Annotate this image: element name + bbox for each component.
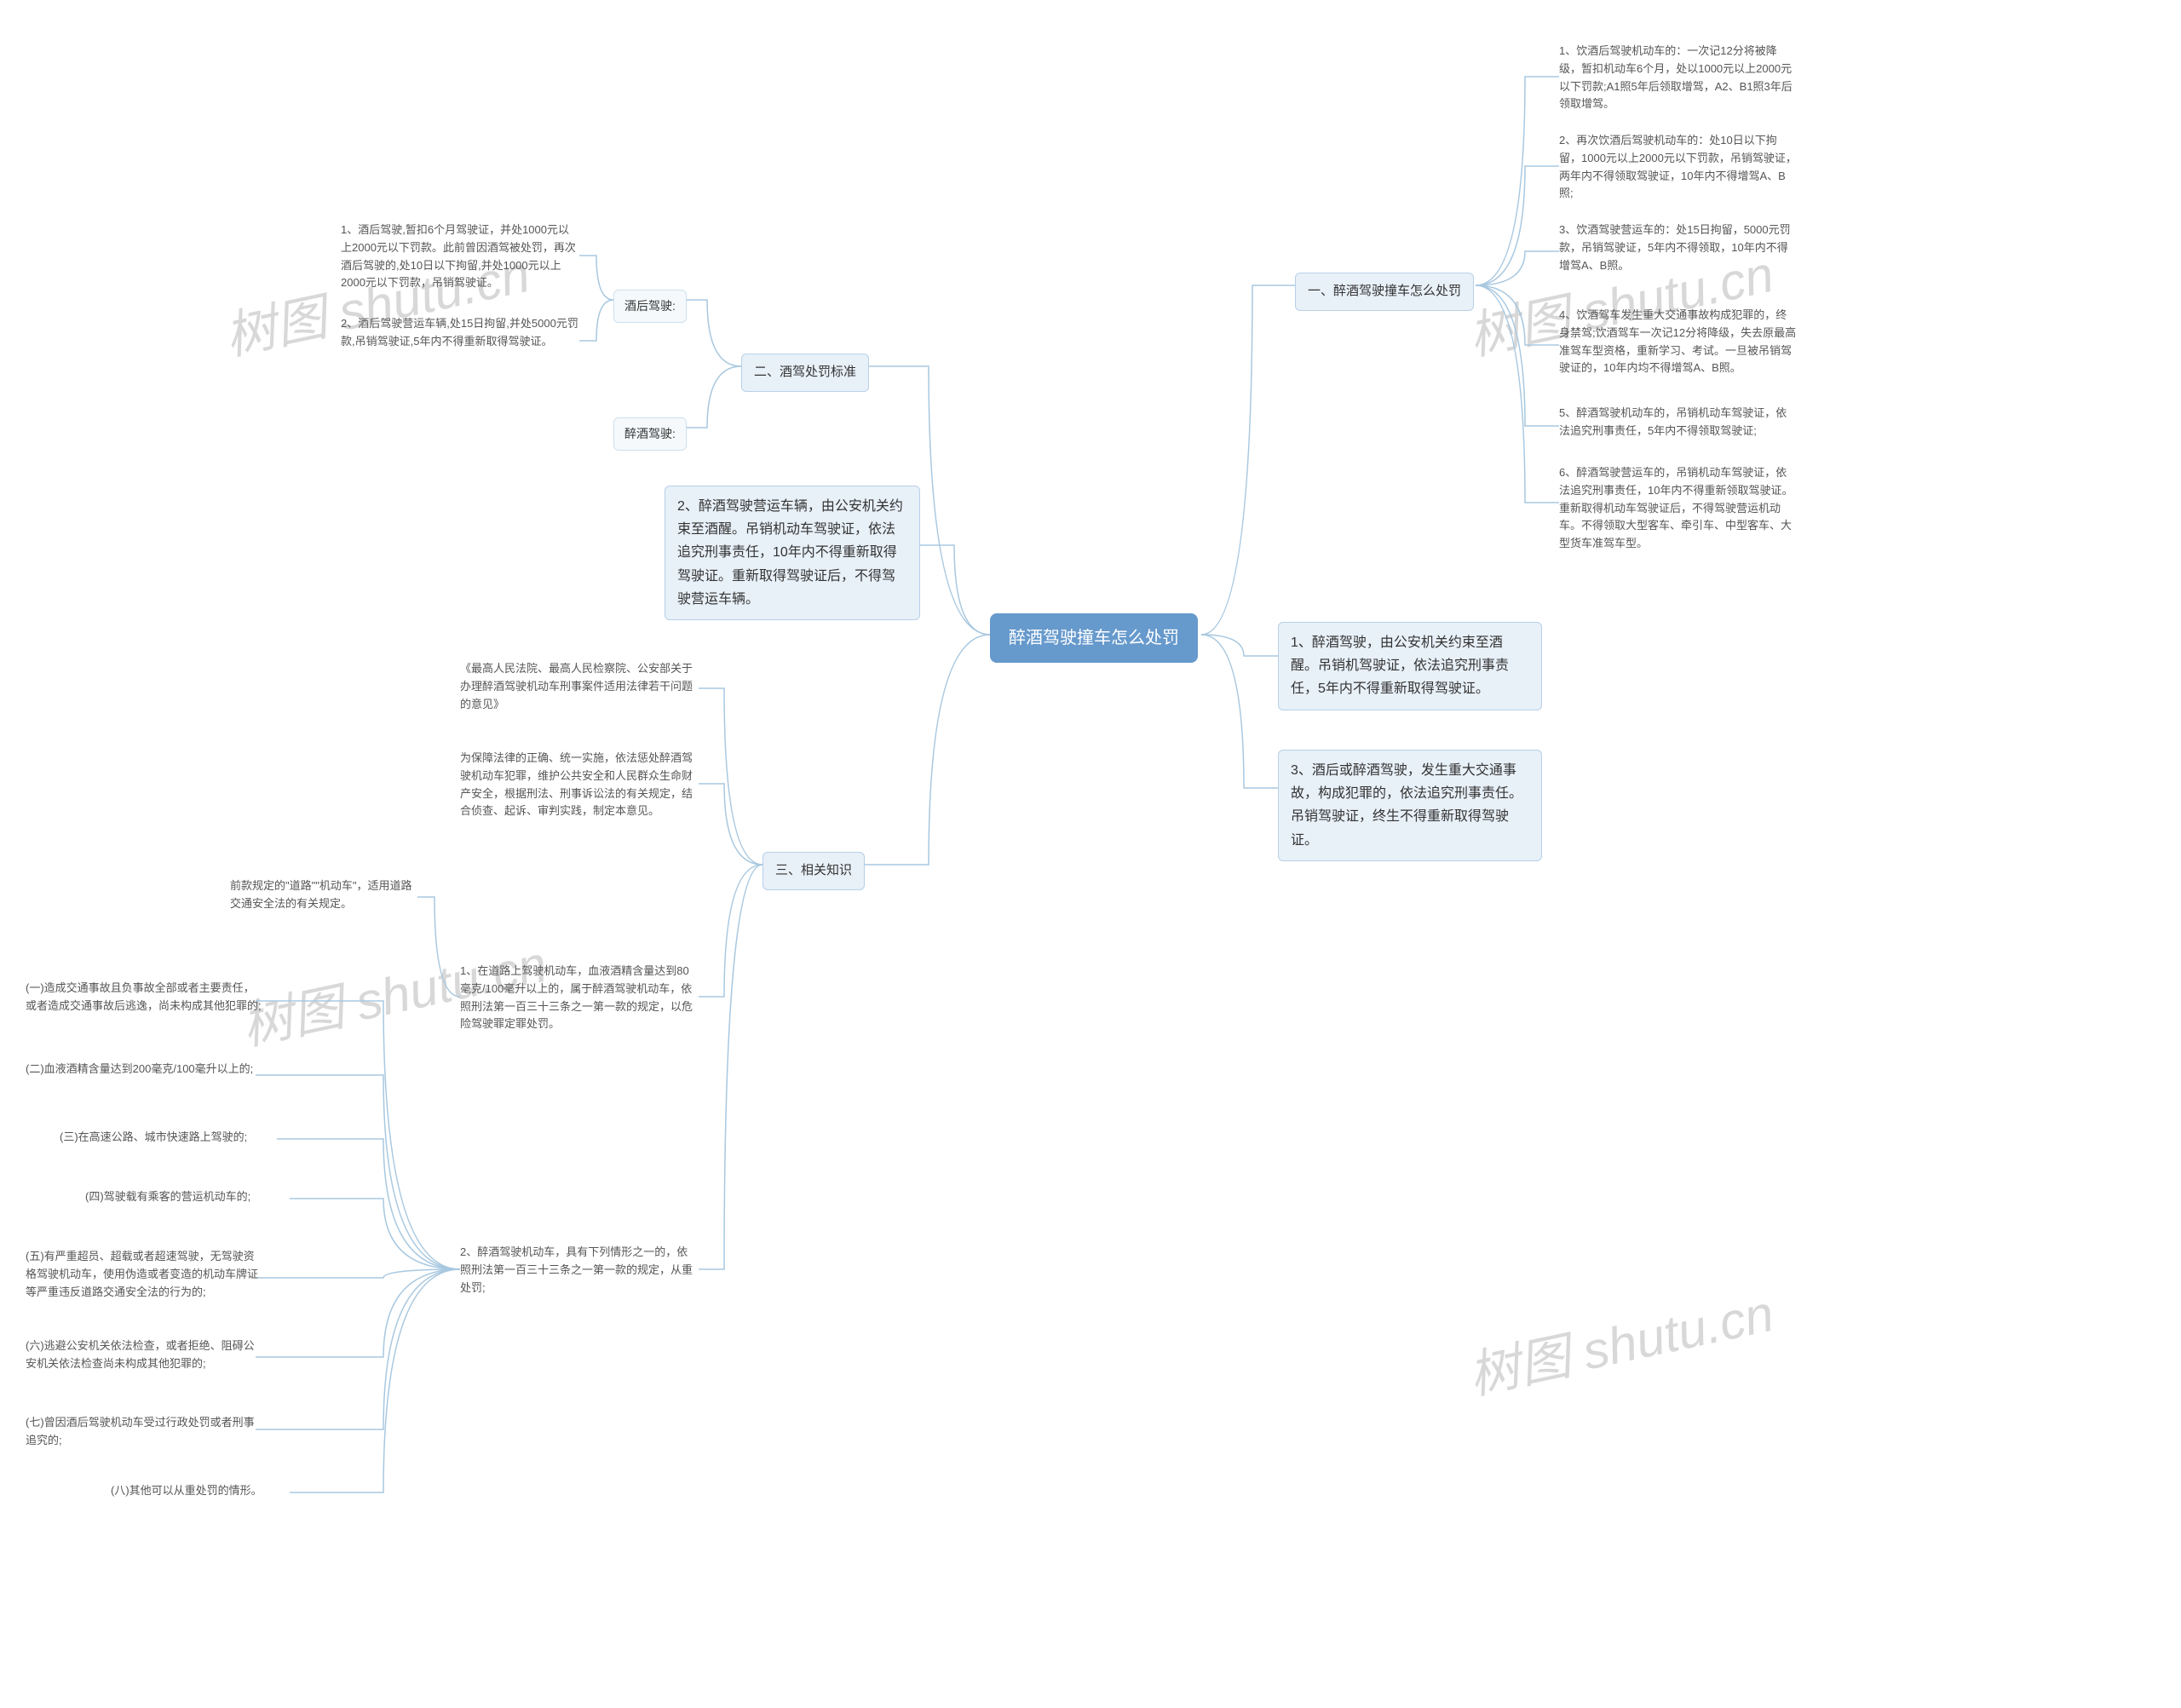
branch-3-text-4: 2、醉酒驾驶机动车，具有下列情形之一的，依照刑法第一百三十三条之一第一款的规定，… bbox=[460, 1244, 699, 1297]
branch-1-item-6: 6、醉酒驾驶营运车的，吊销机动车驾驶证，依法追究刑事责任，10年内不得重新领取驾… bbox=[1559, 464, 1798, 553]
severe-item-3: (三)在高速公路、城市快速路上驾驶的; bbox=[60, 1129, 247, 1147]
branch-3-knowledge[interactable]: 三、相关知识 bbox=[762, 852, 865, 890]
mindmap-center[interactable]: 醉酒驾驶撞车怎么处罚 bbox=[990, 613, 1198, 663]
left-box-transport[interactable]: 2、醉酒驾驶营运车辆，由公安机关约束至酒醒。吊销机动车驾驶证，依法追究刑事责任，… bbox=[665, 486, 920, 620]
branch-1-item-3: 3、饮酒驾驶营运车的：处15日拘留，5000元罚款，吊销驾驶证，5年内不得领取，… bbox=[1559, 221, 1798, 274]
branch-1-item-5: 5、醉酒驾驶机动车的，吊销机动车驾驶证，依法追究刑事责任，5年内不得领取驾驶证; bbox=[1559, 405, 1798, 440]
branch-3-text-3: 1、在道路上驾驶机动车，血液酒精含量达到80毫克/100毫升以上的，属于醉酒驾驶… bbox=[460, 963, 699, 1033]
branch-1-penalty[interactable]: 一、醉酒驾驶撞车怎么处罚 bbox=[1295, 273, 1474, 311]
branch-3-text-2: 为保障法律的正确、统一实施，依法惩处醉酒驾驶机动车犯罪，维护公共安全和人民群众生… bbox=[460, 750, 699, 820]
severe-item-4: (四)驾驶载有乘客的营运机动车的; bbox=[85, 1188, 250, 1206]
branch-1-item-4: 4、饮酒驾车发生重大交通事故构成犯罪的，终身禁驾;饮酒驾车一次记12分将降级，失… bbox=[1559, 307, 1798, 377]
right-box-1[interactable]: 1、醉酒驾驶，由公安机关约束至酒醒。吊销机驾驶证，依法追究刑事责任，5年内不得重… bbox=[1278, 622, 1542, 710]
branch-2-drinking-1: 1、酒后驾驶,暂扣6个月驾驶证，并处1000元以上2000元以下罚款。此前曾因酒… bbox=[341, 221, 579, 292]
branch-1-item-1: 1、饮酒后驾驶机动车的：一次记12分将被降级，暂扣机动车6个月，处以1000元以… bbox=[1559, 43, 1798, 113]
branch-2-drinking-2: 2、酒后驾驶营运车辆,处15日拘留,并处5000元罚款,吊销驾驶证,5年内不得重… bbox=[341, 315, 579, 351]
branch-2-sub-drunk[interactable]: 醉酒驾驶: bbox=[613, 417, 687, 451]
branch-2-sub-drinking[interactable]: 酒后驾驶: bbox=[613, 290, 687, 323]
branch-2-standards[interactable]: 二、酒驾处罚标准 bbox=[741, 354, 869, 392]
connector-lines bbox=[0, 0, 2181, 1708]
severe-item-2: (二)血液酒精含量达到200毫克/100毫升以上的; bbox=[26, 1061, 253, 1078]
branch-3-text-1: 《最高人民法院、最高人民检察院、公安部关于办理醉酒驾驶机动车刑事案件适用法律若干… bbox=[460, 660, 699, 713]
severe-item-7: (七)曾因酒后驾驶机动车受过行政处罚或者刑事追究的; bbox=[26, 1414, 264, 1450]
severe-item-6: (六)逃避公安机关依法检查，或者拒绝、阻碍公安机关依法检查尚未构成其他犯罪的; bbox=[26, 1337, 264, 1373]
severe-item-1: (一)造成交通事故且负事故全部或者主要责任，或者造成交通事故后逃逸，尚未构成其他… bbox=[26, 980, 264, 1015]
watermark-4: 树图 shutu.cn bbox=[1461, 1272, 1780, 1409]
severe-item-8: (八)其他可以从重处罚的情形。 bbox=[111, 1482, 262, 1500]
right-box-2[interactable]: 3、酒后或醉酒驾驶，发生重大交通事故，构成犯罪的，依法追究刑事责任。吊销驾驶证，… bbox=[1278, 750, 1542, 861]
severe-item-5: (五)有严重超员、超载或者超速驾驶，无驾驶资格驾驶机动车，使用伪造或者变造的机动… bbox=[26, 1248, 264, 1301]
branch-3-text-3-sub: 前款规定的"道路""机动车"，适用道路交通安全法的有关规定。 bbox=[230, 877, 417, 913]
branch-1-item-2: 2、再次饮酒后驾驶机动车的：处10日以下拘留，1000元以上2000元以下罚款，… bbox=[1559, 132, 1798, 203]
